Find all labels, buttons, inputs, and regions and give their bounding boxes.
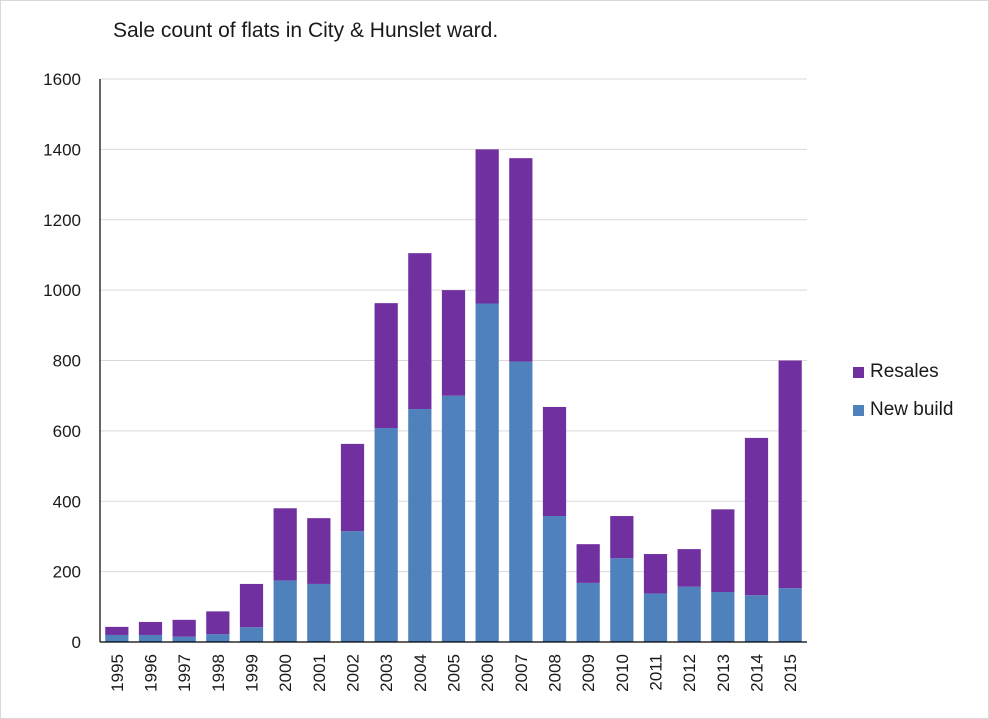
bar-new-build [138,634,163,642]
bar-new-build [677,586,701,642]
bar-resales [374,303,398,429]
x-tick-label: 2010 [613,654,632,692]
y-tick-label: 0 [72,633,81,652]
bar-resales [475,149,499,304]
bar-resales [206,611,230,635]
x-tick-label: 2011 [647,654,666,691]
bar-new-build [172,636,196,642]
legend-swatch-new-build [853,404,864,416]
bar-resales [408,253,432,410]
bar-resales [441,290,466,396]
bar-resales [677,549,701,587]
chart-title: Sale count of flats in City & Hunslet wa… [113,19,499,42]
x-tick-label: 1995 [108,654,127,692]
x-tick-label: 2014 [748,654,767,692]
bar-new-build [576,582,600,642]
x-tick-label: 2008 [546,654,565,692]
x-tick-label: 2006 [478,654,497,692]
bar-new-build [239,627,264,642]
x-tick-label: 2003 [377,654,396,692]
bar-resales [172,619,196,637]
bar-resales [273,508,297,581]
bar-new-build [105,634,129,642]
bar-new-build [475,303,499,642]
x-tick-label: 2005 [445,654,464,692]
x-tick-label: 2007 [512,654,531,692]
legend-label-resales: Resales [870,361,939,382]
bar-resales [340,443,365,532]
x-tick-label: 2001 [310,654,329,692]
bar-new-build [711,592,735,642]
x-tick-label: 2009 [579,654,598,692]
y-tick-label: 1200 [43,211,81,230]
bar-new-build [340,531,365,642]
bar-new-build [206,634,230,642]
bar-resales [138,621,163,635]
bar-new-build [441,395,466,642]
bar-new-build [643,593,668,642]
x-tick-label: 2012 [680,654,699,692]
y-tick-label: 400 [53,492,81,511]
x-tick-label: 1999 [243,654,262,692]
bar-resales [744,437,769,596]
y-tick-label: 600 [53,422,81,441]
bar-resales [307,518,331,584]
bar-resales [542,406,567,517]
bar-new-build [610,558,634,642]
bar-resales [610,516,634,559]
bar-resales [778,360,802,589]
x-tick-label: 1998 [209,654,228,692]
bar-resales [643,554,668,594]
x-tick-label: 1997 [175,654,194,692]
x-tick-label: 2013 [714,654,733,692]
bar-resales [239,583,264,628]
x-tick-label: 2015 [781,654,800,692]
bar-new-build [509,361,533,642]
bar-new-build [408,409,432,642]
x-tick-label: 2002 [344,654,363,692]
bar-new-build [374,428,398,642]
x-tick-label: 1996 [142,654,161,692]
x-tick-label: 2000 [276,654,295,692]
y-tick-label: 1400 [43,140,81,159]
y-tick-label: 1600 [43,70,81,89]
bar-new-build [307,583,331,642]
bar-resales [711,509,735,593]
x-tick-label: 2004 [411,654,430,692]
y-tick-label: 200 [53,563,81,582]
legend-label-new-build: New build [870,399,954,420]
chart-legend: Resales New build [853,353,953,429]
bar-new-build [778,588,802,642]
bar-new-build [744,595,769,642]
bar-resales [576,544,600,583]
legend-item-resales: Resales [853,353,953,391]
bar-new-build [542,516,567,642]
bar-resales [105,626,129,635]
legend-item-new-build: New build [853,391,953,429]
y-tick-label: 1000 [43,281,81,300]
legend-swatch-resales [853,366,864,378]
bar-new-build [273,580,297,642]
bar-resales [509,158,533,362]
y-tick-label: 800 [53,352,81,371]
